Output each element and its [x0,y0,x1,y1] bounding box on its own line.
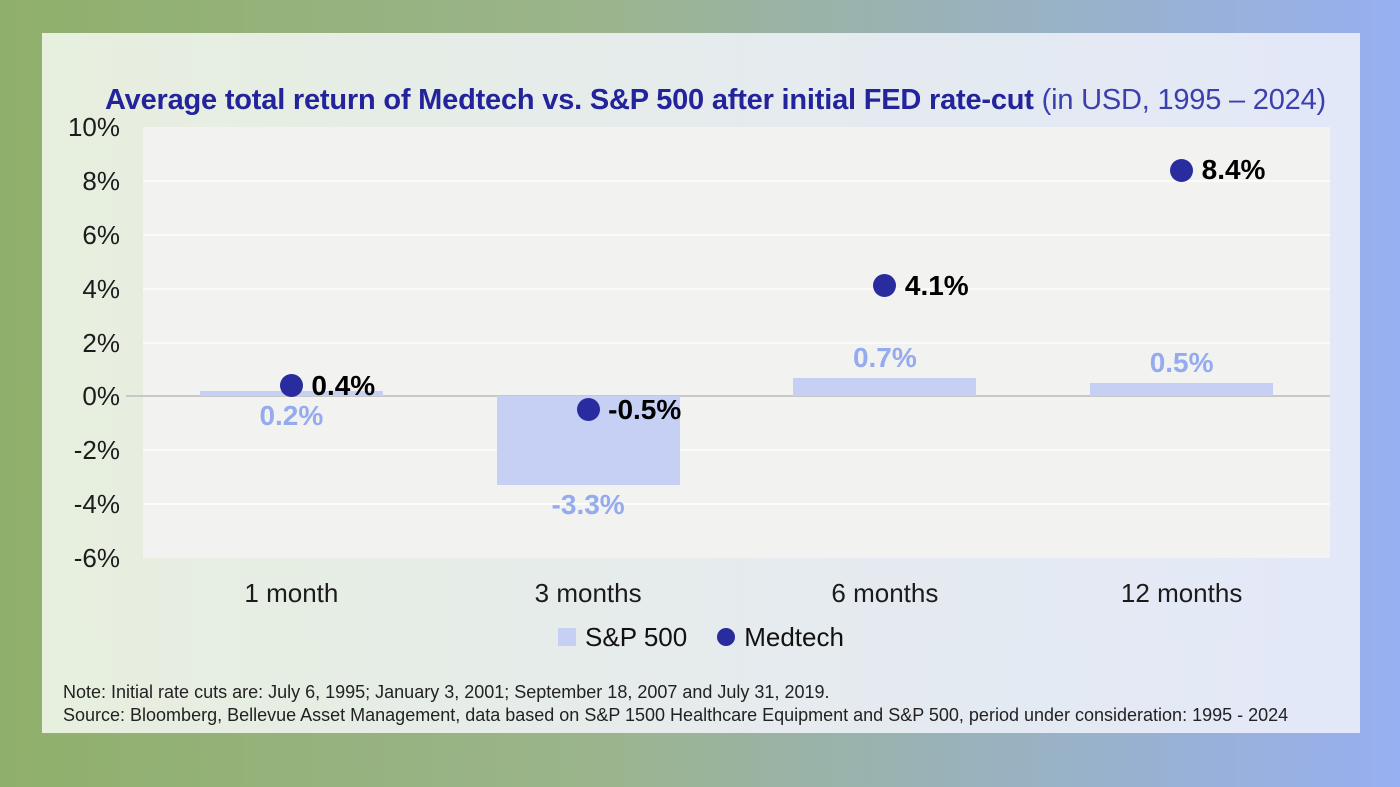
bar-sp500 [793,377,977,397]
y-axis-tick-label: 6% [82,219,120,250]
dot-data-label: -0.5% [608,393,682,425]
source-text: Source: Bloomberg, Bellevue Asset Manage… [63,704,1289,725]
bar-data-label: 0.2% [259,400,324,432]
gridline [143,179,1330,182]
gridline [143,233,1330,236]
x-axis-tick-label: 3 months [534,578,642,608]
dot-medtech [873,274,897,298]
bar-data-label: 0.7% [852,341,917,373]
dot-data-label: 0.4% [311,369,376,401]
gridline [143,341,1330,344]
bar-sp500 [1090,382,1274,397]
chart-title-suffix: (in USD, 1995 – 2024) [1033,84,1327,116]
dot-data-label: 8.4% [1201,154,1266,186]
sp500-square-swatch-icon [558,628,577,646]
legend-label-sp500: S&P 500 [585,621,688,652]
zero-axis-line [126,395,1330,398]
dot-medtech [576,398,600,422]
legend-item-sp500: S&P 500 [558,622,687,653]
y-axis-tick-label: -2% [73,435,120,466]
y-axis-tick-label: -4% [73,489,120,520]
bar-data-label: -3.3% [551,489,625,521]
legend-item-medtech: Medtech [717,622,844,653]
y-axis-tick-label: 0% [82,381,120,412]
y-axis-tick-label: 4% [82,273,120,304]
gridline [143,449,1330,452]
gridline [143,503,1330,506]
y-axis-tick-label: -6% [73,543,120,573]
x-axis-tick-label: 12 months [1120,578,1243,608]
y-axis-tick-label: 10% [67,112,120,142]
legend-label-medtech: Medtech [744,621,844,652]
y-axis-tick-label: 2% [82,327,120,358]
dot-data-label: 4.1% [904,269,969,301]
chart-title: Average total return of Medtech vs. S&P … [105,83,1365,117]
x-axis-tick-label: 6 months [831,578,939,608]
x-axis-tick-label: 1 month [244,578,339,608]
footnotes: Note: Initial rate cuts are: July 6, 199… [63,681,1343,726]
y-axis-tick-label: 8% [82,165,120,196]
note-text: Note: Initial rate cuts are: July 6, 199… [63,682,830,702]
dot-medtech [279,374,303,398]
dot-medtech [1170,158,1194,182]
chart-title-main: Average total return of Medtech vs. S&P … [105,84,1034,116]
bar-data-label: 0.5% [1149,346,1214,378]
legend: S&P 500 Medtech [42,621,1360,653]
gridline [143,287,1330,290]
medtech-circle-swatch-icon [717,628,736,646]
